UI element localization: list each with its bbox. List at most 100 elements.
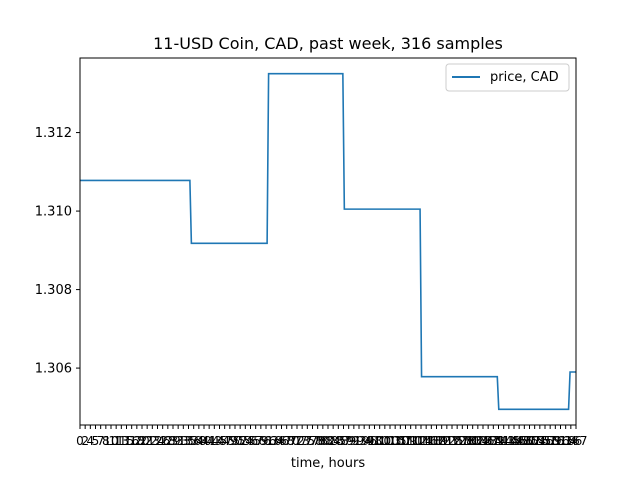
x-tick-label: 148 xyxy=(508,434,531,448)
x-tick-label: 61 xyxy=(258,434,273,448)
x-tick-label: 107 xyxy=(389,434,412,448)
x-tick-label: 137 xyxy=(477,434,500,448)
x-tick-label: 66 xyxy=(274,434,289,448)
legend-box xyxy=(445,63,570,92)
x-tick-label: 136 xyxy=(472,434,495,448)
x-tick-label: 109 xyxy=(394,434,417,448)
x-tick-label: 52 xyxy=(233,434,248,448)
x-tick-label: 152 xyxy=(518,434,541,448)
x-tick-label: 49 xyxy=(222,434,237,448)
x-tick-label: 8 xyxy=(102,434,110,448)
x-tick-label: 24 xyxy=(150,434,165,448)
x-tick-label: 141 xyxy=(487,434,510,448)
x-tick-label: 163 xyxy=(549,434,572,448)
x-tick-label: 125 xyxy=(441,434,464,448)
x-tick-label: 45 xyxy=(212,434,227,448)
x-tick-label: 59 xyxy=(253,434,268,448)
x-tick-label: 50 xyxy=(227,434,242,448)
y-tick-label: 1.310 xyxy=(35,205,72,220)
x-tick-label: 110 xyxy=(399,434,422,448)
x-tick-label: 139 xyxy=(482,434,505,448)
x-tick-label: 100 xyxy=(368,434,391,448)
x-tick-label: 98 xyxy=(367,434,382,448)
x-tick-label: 121 xyxy=(430,434,453,448)
x-tick-label: 29 xyxy=(165,434,180,448)
y-tick-label: 1.306 xyxy=(35,362,72,377)
x-tick-label: 72 xyxy=(289,434,304,448)
x-tick-label: 96 xyxy=(362,434,377,448)
x-tick-label: 91 xyxy=(346,434,361,448)
x-tick-label: 145 xyxy=(497,434,520,448)
x-tick-label: 18 xyxy=(129,434,144,448)
legend: price, CAD xyxy=(445,63,570,92)
x-tick-label: 105 xyxy=(384,434,407,448)
x-tick-label: 26 xyxy=(155,434,170,448)
x-tick-label: 4 xyxy=(87,434,95,448)
x-tick-label: 114 xyxy=(410,434,433,448)
x-tick-label: 36 xyxy=(186,434,201,448)
x-tick-label: 43 xyxy=(207,434,222,448)
x-axis-label: time, hours xyxy=(291,456,365,471)
x-tick-label: 89 xyxy=(341,434,356,448)
x-tick-label: 93 xyxy=(351,434,366,448)
x-tick-label: 47 xyxy=(217,434,232,448)
x-tick-label: 78 xyxy=(310,434,325,448)
chart-title: 11-USD Coin, CAD, past week, 316 samples xyxy=(153,34,503,53)
x-tick-label: 10 xyxy=(103,434,118,448)
x-tick-label: 33 xyxy=(176,434,191,448)
x-tick-label: 94 xyxy=(357,434,372,448)
x-tick-label: 0 xyxy=(76,434,84,448)
x-tick-label: 21 xyxy=(140,434,155,448)
x-tick-label: 85 xyxy=(331,434,346,448)
x-tick-label: 146 xyxy=(503,434,526,448)
x-tick-label: 101 xyxy=(373,434,396,448)
x-tick-label: 77 xyxy=(305,434,320,448)
x-tick-label: 150 xyxy=(513,434,536,448)
x-tick-label: 127 xyxy=(446,434,469,448)
x-tick-label: 5 xyxy=(92,434,100,448)
x-tick-label: 15 xyxy=(119,434,134,448)
x-tick-label: 23 xyxy=(145,434,160,448)
x-tick-label: 134 xyxy=(466,434,489,448)
x-tick-label: 11 xyxy=(109,434,124,448)
x-tick-label: 73 xyxy=(295,434,310,448)
x-tick-label: 155 xyxy=(528,434,551,448)
x-tick-label: 87 xyxy=(336,434,351,448)
x-tick-label: 2 xyxy=(81,434,89,448)
x-tick-label: 7 xyxy=(97,434,105,448)
x-tick-label: 159 xyxy=(539,434,562,448)
x-tick-label: 164 xyxy=(554,434,577,448)
x-tick-label: 84 xyxy=(326,434,341,448)
y-tick-label: 1.312 xyxy=(35,126,72,141)
x-tick-label: 132 xyxy=(461,434,484,448)
x-tick-label: 128 xyxy=(451,434,474,448)
x-tick-label: 80 xyxy=(315,434,330,448)
x-tick-label: 28 xyxy=(160,434,175,448)
x-tick-label: 123 xyxy=(435,434,458,448)
x-tick-label: 31 xyxy=(171,434,186,448)
x-tick-label: 70 xyxy=(284,434,299,448)
legend-label: price, CAD xyxy=(490,70,559,85)
x-tick-label: 13 xyxy=(114,434,129,448)
x-tick-label: 40 xyxy=(196,434,211,448)
x-tick-label: 16 xyxy=(124,434,139,448)
x-tick-label: 166 xyxy=(559,434,582,448)
x-tick-label: 112 xyxy=(404,434,427,448)
x-tick-label: 103 xyxy=(379,434,402,448)
x-tick-label: 35 xyxy=(181,434,196,448)
x-tick-label: 82 xyxy=(320,434,335,448)
x-tick-label: 130 xyxy=(456,434,479,448)
x-tick-label: 38 xyxy=(191,434,206,448)
x-tick-label: 116 xyxy=(415,434,438,448)
x-tick-label: 167 xyxy=(565,434,588,448)
x-tick-label: 118 xyxy=(420,434,443,448)
x-tick-label: 20 xyxy=(134,434,149,448)
series-line-price-cad xyxy=(80,72,576,411)
x-tick-label: 56 xyxy=(243,434,258,448)
x-tick-label: 57 xyxy=(248,434,263,448)
x-tick-label: 154 xyxy=(523,434,546,448)
plot-area: 1.3061.3081.3101.31202457810111315161820… xyxy=(35,72,588,448)
x-tick-label: 75 xyxy=(300,434,315,448)
